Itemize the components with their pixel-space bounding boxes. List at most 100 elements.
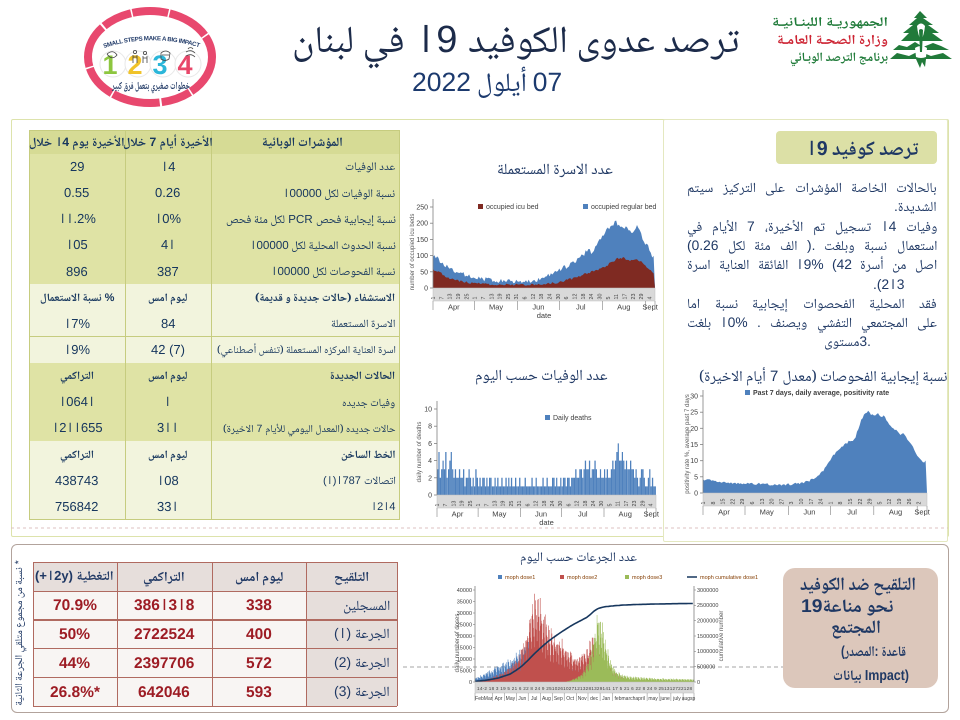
svg-text:18: 18 (583, 501, 589, 507)
svg-text:6: 6 (525, 504, 531, 507)
svg-text:2: 2 (128, 50, 143, 80)
svg-text:15: 15 (848, 499, 854, 505)
svg-text:Jul: Jul (531, 696, 537, 702)
svg-text:24: 24 (550, 501, 556, 507)
svg-text:23: 23 (631, 294, 637, 300)
svg-text:20: 20 (770, 499, 776, 505)
svg-text:35000: 35000 (457, 599, 472, 605)
svg-text:FebMar: FebMar (475, 696, 493, 702)
svg-text:5: 5 (606, 297, 612, 300)
svg-text:8: 8 (838, 502, 844, 505)
svg-text:Apr: Apr (495, 696, 503, 702)
svg-text:25000: 25000 (457, 622, 472, 628)
svg-text:3: 3 (789, 502, 795, 505)
svg-text:number of occupied icu beds: number of occupied icu beds (410, 214, 416, 291)
svg-text:8: 8 (711, 502, 717, 505)
svg-text:20: 20 (690, 426, 698, 433)
svg-text:5000: 5000 (460, 668, 472, 674)
svg-text:25: 25 (506, 294, 512, 300)
svg-text:25: 25 (464, 294, 470, 300)
svg-text:2000000: 2000000 (697, 619, 718, 625)
svg-text:6: 6 (564, 297, 570, 300)
svg-text:date: date (537, 311, 552, 320)
svg-text:17: 17 (624, 501, 630, 507)
svg-text:Aug: Aug (617, 303, 630, 312)
svg-text:Jan: Jan (602, 696, 610, 702)
svg-text:Daily deaths: Daily deaths (553, 415, 592, 422)
svg-text:1: 1 (103, 50, 118, 80)
svg-text:19: 19 (897, 499, 903, 505)
svg-text:1: 1 (435, 504, 441, 507)
svg-text:31: 31 (517, 501, 523, 507)
svg-text:23: 23 (632, 501, 638, 507)
svg-text:22: 22 (858, 499, 864, 505)
svg-text:18: 18 (539, 294, 545, 300)
svg-text:Aug: Aug (619, 510, 632, 519)
svg-text:6: 6 (566, 504, 572, 507)
svg-text:31: 31 (514, 294, 520, 300)
svg-text:25: 25 (690, 410, 698, 417)
svg-text:11: 11 (616, 501, 622, 507)
svg-text:0: 0 (424, 286, 428, 293)
svg-text:daily number of deaths: daily number of deaths (417, 422, 423, 483)
svg-text:12: 12 (575, 501, 581, 507)
svg-text:dec: dec (590, 696, 599, 702)
svg-text:Jun: Jun (532, 303, 544, 312)
svg-text:May: May (492, 510, 506, 519)
svg-text:occupied regular bed: occupied regular bed (591, 204, 656, 211)
svg-text:1: 1 (431, 297, 437, 300)
svg-text:1: 1 (476, 504, 482, 507)
svg-text:3000000: 3000000 (697, 588, 718, 594)
svg-text:Past 7 days, daily average, po: Past 7 days, daily average, positivity r… (753, 390, 889, 397)
svg-text:augsp: augsp (682, 696, 696, 702)
svg-text:10: 10 (424, 407, 432, 414)
svg-text:4: 4 (647, 297, 653, 300)
svg-text:Aug: Aug (889, 508, 902, 517)
svg-text:30: 30 (690, 394, 698, 401)
svg-text:1: 1 (701, 502, 707, 505)
svg-text:18: 18 (542, 501, 548, 507)
svg-text:19: 19 (501, 501, 507, 507)
svg-text:5: 5 (608, 504, 614, 507)
svg-text:24: 24 (591, 501, 597, 507)
svg-text:Jul: Jul (576, 303, 586, 312)
svg-text:0: 0 (469, 680, 472, 686)
svg-text:13: 13 (760, 499, 766, 505)
svg-text:19: 19 (456, 294, 462, 300)
svg-text:Oct: Oct (566, 696, 574, 702)
svg-text:200: 200 (416, 221, 428, 228)
svg-text:Sep: Sep (554, 696, 563, 702)
svg-text:july: july (672, 696, 681, 702)
svg-text:20000: 20000 (457, 634, 472, 640)
svg-text:27: 27 (779, 499, 785, 505)
svg-text:6: 6 (428, 441, 432, 448)
svg-text:Nov: Nov (578, 696, 587, 702)
svg-text:7: 7 (481, 297, 487, 300)
svg-text:500000: 500000 (697, 665, 715, 671)
svg-text:Apr: Apr (718, 508, 730, 517)
svg-text:18: 18 (581, 294, 587, 300)
svg-text:6: 6 (523, 297, 529, 300)
svg-text:2: 2 (917, 502, 923, 505)
svg-text:Jun: Jun (803, 508, 815, 517)
svg-text:febmarchapril: febmarchapril (615, 696, 645, 702)
svg-text:40000: 40000 (457, 588, 472, 594)
svg-text:SMALL STEPS MAKE A BIG IMPACT: SMALL STEPS MAKE A BIG IMPACT (103, 35, 201, 50)
svg-text:24: 24 (819, 499, 825, 505)
svg-text:150: 150 (416, 237, 428, 244)
svg-text:12: 12 (531, 294, 537, 300)
svg-text:1000000: 1000000 (697, 649, 718, 655)
svg-text:7: 7 (484, 504, 490, 507)
svg-text:8: 8 (428, 424, 432, 431)
svg-text:13: 13 (448, 294, 454, 300)
svg-text:moph dose1: moph dose1 (505, 575, 535, 581)
svg-text:30: 30 (598, 294, 604, 300)
svg-text:May: May (489, 303, 503, 312)
svg-text:15: 15 (690, 442, 698, 449)
svg-text:26: 26 (907, 499, 913, 505)
svg-text:30: 30 (556, 294, 562, 300)
svg-text:date: date (539, 518, 554, 527)
svg-text:Jun: Jun (535, 510, 547, 519)
svg-text:2: 2 (428, 475, 432, 482)
svg-text:17: 17 (809, 499, 815, 505)
